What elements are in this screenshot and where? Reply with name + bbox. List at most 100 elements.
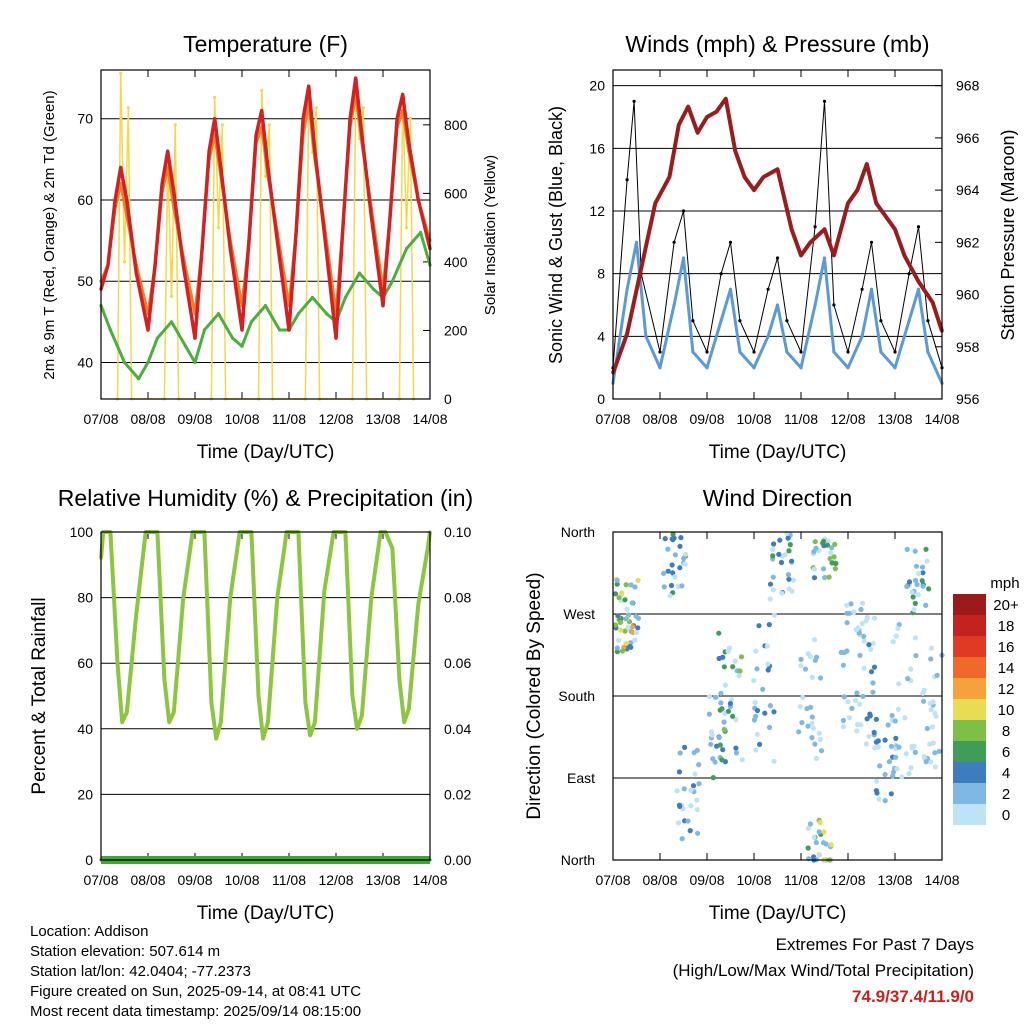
data-point <box>790 227 794 231</box>
direction-point <box>760 686 766 692</box>
legend-label: 8 <box>1002 723 1010 740</box>
data-point <box>752 188 756 192</box>
legend-title: mph <box>990 575 1019 592</box>
direction-point <box>762 710 768 716</box>
direction-point <box>770 546 776 553</box>
direction-point <box>860 600 866 606</box>
y2-tick-label: 964 <box>956 182 980 198</box>
direction-point <box>903 751 909 757</box>
data-point <box>108 328 112 332</box>
series-wind <box>611 240 944 384</box>
direction-point <box>786 548 792 554</box>
direction-point <box>805 651 811 657</box>
data-point <box>714 110 719 114</box>
data-point <box>181 263 185 267</box>
x-tick-label: 14/08 <box>412 411 447 427</box>
y-tick-label: 50 <box>77 273 93 289</box>
direction-point <box>912 635 919 641</box>
direction-point <box>777 537 783 543</box>
direction-point <box>787 542 793 548</box>
data-point <box>799 253 803 257</box>
data-point <box>419 230 423 235</box>
data-point <box>369 596 373 600</box>
direction-point <box>828 842 834 848</box>
direction-point <box>816 730 822 736</box>
y2-axis-label: Solar Insolation (Yellow) <box>482 155 499 315</box>
data-point <box>874 201 878 205</box>
direction-point <box>853 627 859 633</box>
direction-point <box>812 657 818 663</box>
direction-point <box>844 620 850 626</box>
direction-point <box>782 552 789 558</box>
direction-point <box>863 618 869 624</box>
x-tick-label: 11/08 <box>272 872 306 888</box>
direction-point <box>716 630 722 636</box>
direction-point <box>612 591 619 597</box>
x-tick-label: 13/08 <box>877 872 912 888</box>
direction-point <box>665 546 671 552</box>
direction-point <box>717 742 723 748</box>
direction-point <box>813 755 820 762</box>
direction-point <box>852 698 859 704</box>
data-point <box>667 175 672 179</box>
direction-point <box>716 735 722 741</box>
data-point <box>846 366 850 370</box>
y2-tick-label: 960 <box>956 287 980 303</box>
data-point <box>357 271 362 275</box>
direction-point <box>863 741 870 747</box>
direction-point <box>816 852 823 858</box>
direction-point <box>920 583 926 589</box>
series-gust <box>612 100 943 368</box>
y-tick-label: 20 <box>77 786 93 802</box>
direction-point <box>733 750 740 756</box>
x-tick-label: 09/08 <box>177 411 212 427</box>
direction-point <box>832 541 838 548</box>
data-point <box>122 260 127 264</box>
data-point <box>691 319 695 323</box>
direction-point <box>909 745 915 751</box>
y-tick-label: 70 <box>77 111 93 127</box>
direction-point <box>675 820 682 826</box>
direction-point <box>893 633 899 639</box>
data-point <box>653 201 657 205</box>
data-point <box>322 589 326 593</box>
direction-point <box>920 570 926 576</box>
direction-point <box>809 674 815 681</box>
legend-label: 20+ <box>993 597 1019 614</box>
data-point <box>113 198 117 202</box>
direction-point <box>752 699 758 706</box>
x-tick-label: 10/08 <box>224 411 259 427</box>
direction-point <box>720 654 726 660</box>
data-point <box>120 720 124 724</box>
y2-tick-label: 0.08 <box>444 590 471 606</box>
y2-axis-label: Station Pressure (Maroon) <box>998 129 1018 340</box>
y-tick-label: West <box>563 606 595 622</box>
direction-point <box>771 709 777 715</box>
direction-point <box>622 597 628 603</box>
data-point <box>313 149 317 153</box>
data-point <box>322 230 326 235</box>
direction-point <box>667 593 673 599</box>
data-point <box>719 319 723 323</box>
data-point <box>743 175 747 179</box>
data-point <box>738 319 742 323</box>
extremes-title: Extremes For Past 7 Days <box>775 935 974 954</box>
direction-point <box>789 558 795 564</box>
direction-point <box>672 574 678 580</box>
legend-label: 16 <box>998 639 1015 656</box>
direction-point <box>797 704 803 710</box>
data-point <box>785 319 789 323</box>
direction-point <box>730 664 736 670</box>
direction-point <box>779 590 785 596</box>
series-humidity <box>99 530 432 741</box>
direction-point <box>861 633 867 639</box>
direction-point <box>846 715 853 721</box>
direction-point <box>798 656 804 663</box>
direction-point <box>854 728 860 734</box>
created-text: Figure created on Sun, 2025-09-14, at 08… <box>30 983 362 1000</box>
direction-point <box>623 640 630 647</box>
direction-point <box>867 713 873 719</box>
data-point <box>200 247 204 251</box>
x-tick-label: 12/08 <box>830 411 865 427</box>
data-point <box>354 76 358 80</box>
